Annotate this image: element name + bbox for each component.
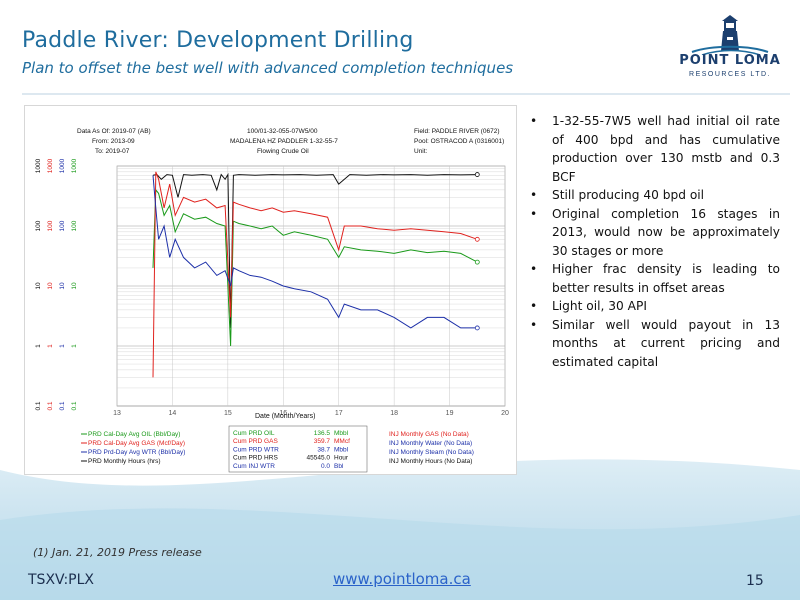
x-tick-label: 17 (335, 410, 343, 417)
production-chart: Data As Of: 2019-07 (AB) From: 2013-09 T… (35, 128, 509, 473)
y-tick-label: 1000 (59, 158, 66, 173)
cumulative-label: Cum PRD GAS (233, 438, 278, 445)
cumulative-label: Cum PRD OIL (233, 430, 275, 437)
bullet-item: Still producing 40 bpd oil (528, 186, 780, 205)
cumulative-unit: Mbbl (334, 446, 349, 453)
series-line (152, 175, 478, 329)
cumulatives-box (228, 425, 368, 473)
series-end-marker (474, 236, 480, 242)
bullet-item: Original completion 16 stages in 2013, w… (528, 205, 780, 261)
legend-series-label: PRD Prd-Day Avg WTR (Bbl/Day) (88, 449, 185, 456)
y-tick-label: 100 (35, 220, 42, 231)
cumulative-unit: MMcf (334, 438, 350, 445)
key-points-list: 1-32-55-7W5 well had initial oil rate of… (528, 112, 780, 371)
series-line (152, 172, 478, 328)
cumulative-value: 359.7 (314, 438, 331, 445)
series-line (152, 188, 478, 347)
y-tick-label: 1000 (71, 158, 78, 173)
injection-label: INJ Monthly GAS (No Data) (389, 431, 469, 438)
y-tick-label: 1 (47, 344, 54, 348)
x-tick-label: 18 (390, 410, 398, 417)
legend-series-label: PRD Monthly Hours (hrs) (88, 458, 161, 465)
company-logo: POINT LOMA RESOURCES LTD. (672, 15, 788, 85)
bullet-item: Similar well would payout in 13 months a… (528, 316, 780, 372)
bullet-item: 1-32-55-7W5 well had initial oil rate of… (528, 112, 780, 186)
y-tick-label: 100 (59, 220, 66, 231)
bullet-item: Light oil, 30 API (528, 297, 780, 316)
x-tick-label: 20 (501, 410, 509, 417)
chart-unit: Unit: (414, 148, 428, 155)
x-tick-label: 14 (169, 410, 177, 417)
logo-subtitle: RESOURCES LTD. (689, 71, 771, 78)
slide-subtitle: Plan to offset the best well with advanc… (22, 59, 514, 77)
legend-series: PRD Cal-Day Avg OIL (Bbl/Day) PRD Cal-Day… (81, 431, 185, 465)
plot-grid (116, 165, 506, 407)
stock-ticker: TSXV:PLX (28, 572, 95, 588)
y-axes: 0.1 1 10 100 1000 0.1 1 10 100 1000 0.1 1 10 100 1000 0… (35, 158, 78, 410)
chart-data-as-of: Data As Of: 2019-07 (AB) (77, 128, 151, 135)
injection-label: INJ Monthly Water (No Data) (389, 440, 472, 447)
page-number: 15 (746, 573, 764, 589)
y-tick-label: 10 (47, 282, 54, 290)
y-tick-label: 0.1 (71, 401, 78, 410)
series-lines (152, 171, 480, 378)
y-tick-label: 1 (35, 344, 42, 348)
x-axis-title: Date (Month/Years) (255, 413, 315, 420)
y-tick-label: 100 (47, 220, 54, 231)
cumulative-unit: Mbbl (334, 430, 349, 437)
y-tick-label: 1000 (47, 158, 54, 173)
y-tick-label: 1 (59, 344, 66, 348)
cumulative-label: Cum PRD HRS (233, 455, 278, 462)
cumulative-unit: Hour (334, 455, 349, 462)
cumulative-value: 0.0 (321, 463, 330, 470)
x-tick-label: 16 (279, 410, 287, 417)
x-tick-label: 15 (224, 410, 232, 417)
slide-title: Paddle River: Development Drilling (22, 28, 414, 53)
production-chart-panel: Data As Of: 2019-07 (AB) From: 2013-09 T… (24, 105, 517, 475)
chart-pool: Pool: OSTRACOD A (0316001) (414, 138, 504, 145)
y-tick-label: 0.1 (35, 401, 42, 410)
series-end-marker (474, 259, 480, 265)
cumulative-value: 136.5 (314, 430, 331, 437)
legend-injection: INJ Monthly GAS (No Data) INJ Monthly Wat… (389, 431, 474, 465)
logo-name: POINT LOMA (679, 53, 781, 68)
cumulative-value: 45545.0 (307, 455, 331, 462)
footnote: (1) Jan. 21, 2019 Press release (33, 546, 202, 559)
y-tick-label: 0.1 (47, 401, 54, 410)
cumulative-label: Cum PRD WTR (233, 446, 279, 453)
chart-well-name: MADALENA HZ PADDLER 1-32-55-7 (230, 138, 338, 145)
x-tick-label: 13 (113, 410, 121, 417)
injection-label: INJ Monthly Hours (No Data) (389, 458, 472, 465)
y-tick-label: 1000 (35, 158, 42, 173)
y-tick-label: 10 (59, 282, 66, 290)
x-tick-label: 19 (446, 410, 454, 417)
legend-series-label: PRD Cal-Day Avg OIL (Bbl/Day) (88, 431, 180, 438)
injection-label: INJ Monthly Steam (No Data) (389, 449, 474, 456)
chart-well-id: 100/01-32-055-07W5/00 (247, 128, 318, 135)
y-tick-label: 100 (71, 220, 78, 231)
bullet-item: Higher frac density is leading to better… (528, 260, 780, 297)
series-line (152, 171, 478, 378)
lighthouse-icon (691, 15, 769, 56)
cumulative-unit: Bbl (334, 463, 344, 470)
chart-from: From: 2013-09 (92, 138, 135, 145)
cumulative-value: 38.7 (317, 446, 330, 453)
y-tick-label: 10 (35, 282, 42, 290)
y-tick-label: 10 (71, 282, 78, 290)
y-tick-label: 0.1 (59, 401, 66, 410)
series-end-marker (474, 172, 480, 177)
chart-field: Field: PADDLE RIVER (0672) (414, 128, 500, 135)
series-end-marker (474, 325, 480, 331)
chart-fluid: Flowing Crude Oil (257, 148, 309, 155)
cumulative-label: Cum INJ WTR (233, 463, 275, 470)
website-link[interactable]: www.pointloma.ca (333, 570, 471, 588)
x-axis: 13 14 15 16 17 18 19 20 (113, 410, 509, 417)
legend-series-label: PRD Cal-Day Avg GAS (Mcf/Day) (88, 440, 185, 447)
chart-to: To: 2019-07 (95, 148, 130, 155)
y-tick-label: 1 (71, 344, 78, 348)
